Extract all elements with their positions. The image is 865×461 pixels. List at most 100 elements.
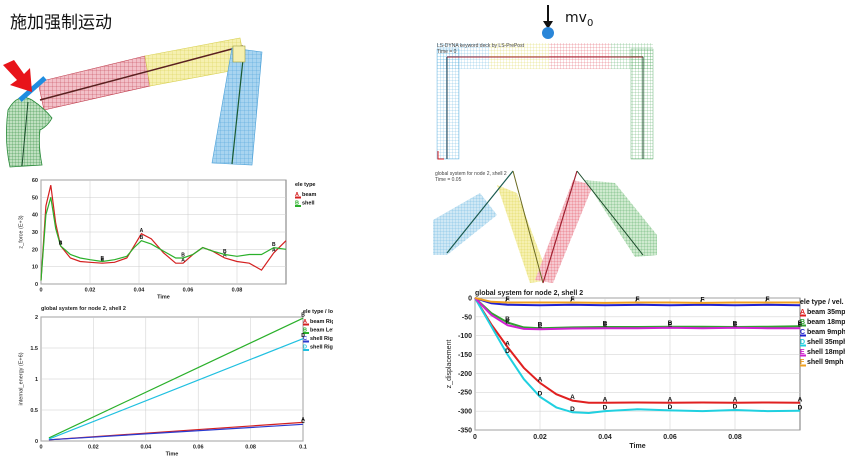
legend-label: beam Left col — [310, 328, 333, 334]
series-marker: D — [668, 404, 673, 411]
y-axis-label: internal_energy (E+6) — [18, 352, 24, 405]
legend-label: shell 18mph — [807, 349, 845, 356]
series-marker: E — [668, 321, 673, 328]
x-tick-label: 0.1 — [299, 445, 307, 451]
series-marker: A — [100, 258, 104, 264]
x-tick-label: 0.04 — [140, 445, 152, 451]
series-marker: B — [505, 316, 510, 323]
svg-text:global system for node 2, shel: global system for node 2, shell 2 — [435, 171, 507, 177]
series-line — [474, 297, 801, 415]
y-tick-label: 2 — [35, 315, 38, 321]
svg-text:Time = 0.05: Time = 0.05 — [435, 177, 462, 183]
legend-label: beam — [302, 192, 316, 198]
legend-title: ele type / location — [303, 309, 333, 315]
y-tick-label: -200 — [458, 371, 472, 378]
series-line — [474, 297, 800, 331]
legend-marker: C — [303, 336, 307, 342]
x-tick-label: 0.08 — [728, 434, 742, 441]
series-marker: A — [733, 396, 738, 403]
z-force-chart: 0 0.02 0.04 0.06 0.08 0 10 20 30 40 50 60 Time z_forc… — [18, 178, 316, 300]
series-marker: E — [603, 322, 608, 329]
legend-label: beam Right Col — [310, 319, 333, 325]
svg-text:Time = 0: Time = 0 — [437, 49, 457, 55]
series-marker: F — [506, 296, 510, 303]
legend-label: beam 18mph — [807, 319, 845, 326]
y-tick-label: 1.5 — [30, 346, 38, 352]
y-axis-label: z_displacement — [446, 340, 453, 389]
series-marker: B — [272, 242, 276, 248]
series-marker: B — [181, 253, 185, 259]
chart-title: global system for node 2, shell 2 — [41, 306, 126, 312]
legend-marker: F — [800, 359, 805, 366]
legend-title: ele type — [295, 182, 315, 188]
series-marker: B — [301, 313, 305, 319]
x-tick-label: 0.08 — [232, 288, 243, 294]
x-tick-label: 0.04 — [134, 288, 146, 294]
fem-model-right: LS-DYNA keyword deck by LS-PrePost Time … — [436, 5, 654, 160]
y-tick-label: 0.5 — [30, 408, 38, 414]
x-axis-label: Time — [629, 443, 645, 450]
legend-label: shell Right Col — [310, 336, 333, 342]
legend-label: shell Right Col — [310, 345, 333, 351]
x-axis-label: Time — [166, 451, 179, 457]
series-marker: C — [700, 298, 705, 305]
y-tick-label: 20 — [32, 247, 38, 253]
x-tick-label: 0.06 — [183, 288, 194, 294]
x-tick-label: 0 — [39, 445, 42, 451]
series-marker: D — [603, 405, 608, 412]
series-marker: A — [570, 394, 575, 401]
series-line — [474, 297, 801, 307]
series-marker: A — [301, 417, 305, 423]
series-line — [48, 423, 304, 441]
series-marker: D — [538, 390, 543, 397]
legend-label: beam 35mph — [807, 309, 845, 316]
internal-energy-chart: global system for node 2, shell 2 0 0.02 0.… — [18, 306, 333, 457]
series-marker: D — [505, 348, 510, 355]
y-tick-label: -300 — [458, 409, 472, 416]
legend-marker: D — [800, 339, 805, 346]
legend-label: shell — [302, 201, 315, 207]
series-marker: F — [571, 296, 575, 303]
x-tick-label: 0 — [39, 288, 42, 294]
series-line — [48, 338, 304, 440]
legend-label: beam 9mph — [807, 329, 845, 336]
x-tick-label: 0.02 — [88, 445, 99, 451]
x-tick-label: 0.06 — [663, 434, 677, 441]
series-marker: A — [181, 258, 185, 264]
y-tick-label: 40 — [32, 213, 38, 219]
y-tick-label: -100 — [458, 333, 472, 340]
legend-marker: A — [303, 319, 307, 325]
legend-marker: B — [800, 319, 805, 326]
fem-model-left — [3, 37, 263, 168]
series-marker: E — [505, 319, 510, 326]
legend-title: ele type / vel. — [800, 299, 844, 306]
series-marker: D — [301, 333, 305, 339]
impactor-mass — [542, 27, 554, 39]
y-tick-label: -250 — [458, 390, 472, 397]
legend-marker: A — [800, 309, 805, 316]
y-tick-label: 50 — [32, 195, 38, 201]
series-marker: A — [538, 376, 543, 383]
series-marker: B — [733, 321, 738, 328]
legend-marker: A — [295, 192, 299, 198]
x-tick-label: 0.02 — [85, 288, 96, 294]
legend-marker: E — [800, 349, 805, 356]
y-tick-label: 1 — [35, 377, 38, 383]
series-marker: C — [301, 419, 305, 425]
impact-plate — [18, 76, 47, 102]
chart-title: global system for node 2, shell 2 — [475, 290, 583, 297]
legend-marker: C — [800, 329, 805, 336]
legend-label: shell 35mph — [807, 339, 845, 346]
x-tick-label: 0.02 — [533, 434, 547, 441]
y-tick-label: -350 — [458, 427, 472, 434]
series-marker: A — [668, 396, 673, 403]
x-tick-label: 0.04 — [598, 434, 612, 441]
y-axis-label: z_force (E+3) — [18, 215, 24, 248]
series-marker: B — [603, 321, 608, 328]
y-tick-label: 60 — [32, 178, 38, 184]
x-tick-label: 0.08 — [245, 445, 256, 451]
y-tick-label: -50 — [462, 314, 472, 321]
z-displacement-chart: global system for node 2, shell 20 0.02 0.… — [446, 290, 845, 450]
series-marker: B — [59, 240, 63, 246]
series-line — [48, 317, 304, 439]
